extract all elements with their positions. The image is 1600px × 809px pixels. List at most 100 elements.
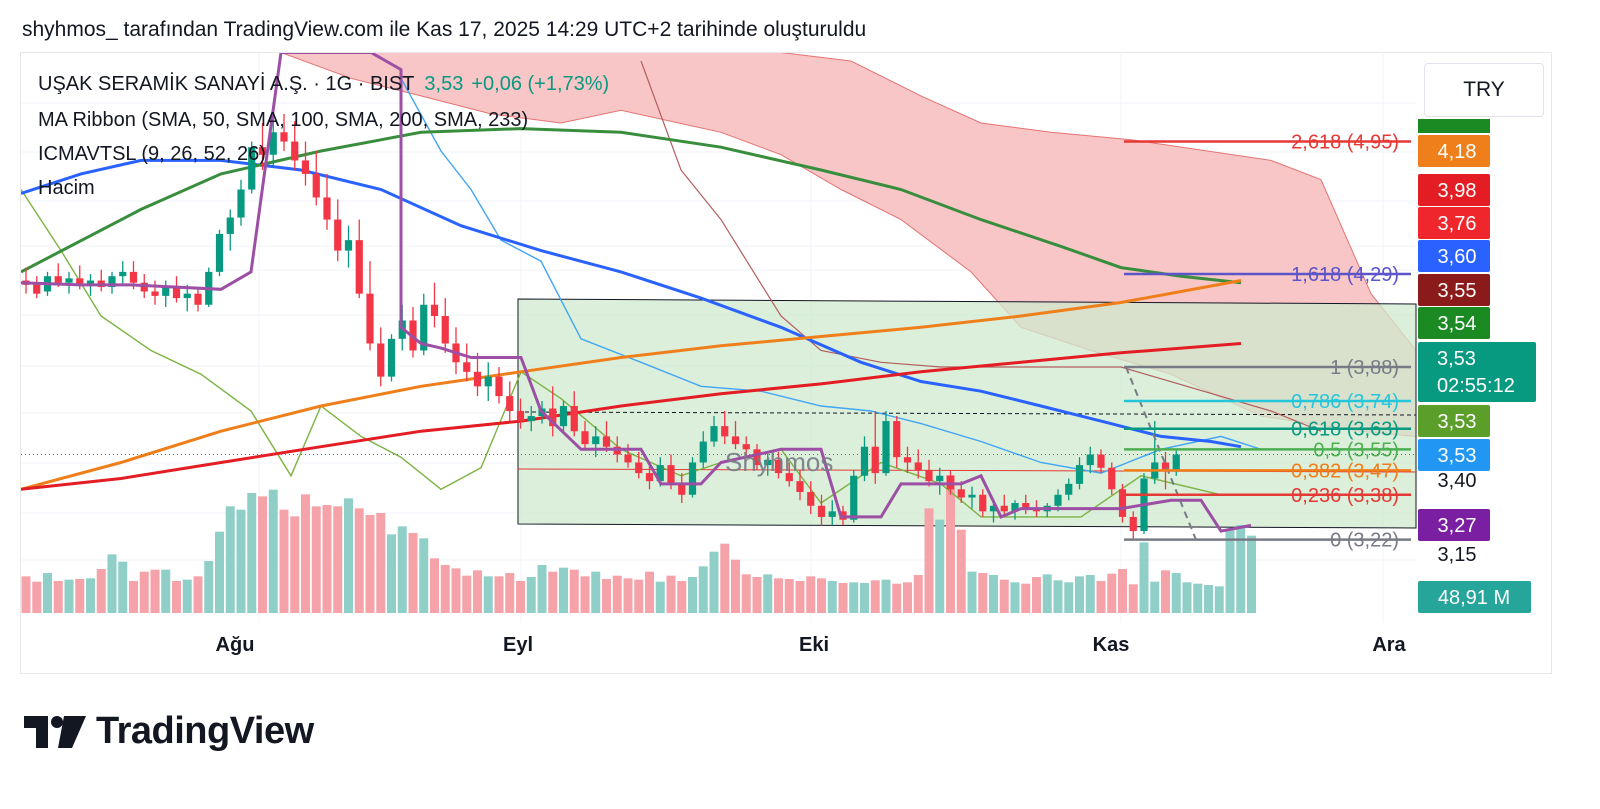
volume-bar xyxy=(247,493,257,613)
volume-bar xyxy=(655,581,665,613)
candle-body xyxy=(850,475,858,520)
range-midline xyxy=(517,411,1417,416)
candle-body xyxy=(1172,454,1180,471)
candle-body xyxy=(602,436,611,447)
candle-body xyxy=(764,459,772,466)
price-chart[interactable]: 2,618 (4,95) 1,618 (4,29) 1 (3,88) 0,786 (3… xyxy=(21,53,1551,673)
volume-bar xyxy=(688,577,697,613)
candle-body xyxy=(1097,454,1105,468)
volume-bar xyxy=(236,509,246,613)
volume-bar xyxy=(290,516,300,613)
candle-body xyxy=(1161,462,1170,471)
ichimoku-tsl-legend[interactable]: ICMAVTSL (9, 26, 52, 26) xyxy=(38,143,266,165)
volume-bar xyxy=(43,573,52,613)
price-tag xyxy=(1418,174,1490,206)
volume-bar xyxy=(817,578,826,613)
volume-bar xyxy=(623,578,633,613)
time-axis-label: Eki xyxy=(799,634,829,656)
candle-body xyxy=(33,282,41,294)
price-change: +0,06 (+1,73%) xyxy=(471,73,610,95)
volume-bar xyxy=(1161,570,1170,613)
volume-bar xyxy=(1193,583,1203,613)
volume-bar xyxy=(698,566,708,613)
chart-pane[interactable]: 2,618 (4,95) 1,618 (4,29) 1 (3,88) 0,786 (3… xyxy=(20,52,1552,674)
candle-body xyxy=(1086,454,1094,466)
volume-bar xyxy=(849,582,859,613)
volume-bar xyxy=(924,508,934,613)
ma-ribbon-legend[interactable]: MA Ribbon (SMA, 50, SMA, 100, SMA, 200, … xyxy=(38,109,529,131)
candle-body xyxy=(882,421,890,474)
volume-legend[interactable]: Hacim xyxy=(38,177,95,199)
volume-bar xyxy=(860,583,869,613)
price-tag-value: 3,60 xyxy=(1438,246,1477,268)
volume-bar xyxy=(397,526,407,613)
candle-body xyxy=(785,473,793,482)
currency-selector[interactable]: TRY xyxy=(1424,63,1544,117)
volume-bar xyxy=(387,534,396,613)
currency-label: TRY xyxy=(1463,78,1505,101)
volume-bar xyxy=(1064,582,1074,613)
volume-bar xyxy=(322,505,332,613)
candle-body xyxy=(1065,483,1073,495)
volume-bar xyxy=(505,573,515,613)
candle-body xyxy=(495,376,503,397)
price-axis: 3,40 3,15 4,18 3,98 3,76 3,60 3,55 3,54 3,53 02:5… xyxy=(1418,119,1536,613)
volume-bar xyxy=(1236,525,1246,613)
price-tag-value: 3,53 xyxy=(1437,348,1476,370)
volume-bar xyxy=(709,551,719,613)
candle-body xyxy=(129,271,138,283)
volume-bar xyxy=(430,558,439,613)
volume-bar xyxy=(1042,574,1052,613)
price-tag-value: 3,54 xyxy=(1438,313,1477,335)
volume-bar xyxy=(1247,535,1256,613)
volume-bar xyxy=(1214,586,1224,613)
volume-bar xyxy=(473,570,482,613)
volume-bar xyxy=(64,579,74,613)
volume-bar xyxy=(408,533,418,613)
volume-bar xyxy=(763,574,773,613)
volume-bar xyxy=(150,569,160,613)
candle-body xyxy=(65,278,73,283)
volume-bar xyxy=(602,579,611,613)
price-tag-value: 4,18 xyxy=(1438,141,1477,163)
candle-body xyxy=(774,459,783,474)
candle-body xyxy=(903,457,912,463)
ichimoku-lagging-line xyxy=(21,189,1222,518)
volume-tag xyxy=(1418,581,1531,613)
candle-body xyxy=(559,406,568,427)
price-tag xyxy=(1418,509,1490,541)
candle-body xyxy=(893,421,901,458)
last-price: 3,53 xyxy=(424,73,464,95)
candle-body xyxy=(581,431,589,445)
price-tag xyxy=(1418,439,1490,471)
volume-bar xyxy=(1021,583,1031,613)
volume-bar xyxy=(215,531,224,613)
volume-bar xyxy=(731,559,740,613)
volume-bar xyxy=(537,565,547,613)
volume-bar xyxy=(634,579,644,613)
volume-bars xyxy=(21,475,1256,613)
candle-body xyxy=(667,465,675,484)
candles xyxy=(22,113,1180,540)
volume-bar xyxy=(354,508,364,613)
fibonacci-label: 0,236 (3,38) xyxy=(1291,485,1399,507)
volume-bar xyxy=(827,581,837,613)
volume-bar xyxy=(806,576,816,613)
candle-body xyxy=(979,494,987,512)
volume-bar xyxy=(516,581,525,613)
volume-bar xyxy=(494,576,504,613)
volume-bar xyxy=(86,578,95,613)
volume-bar xyxy=(548,571,558,613)
volume-bar xyxy=(741,574,751,613)
volume-bar xyxy=(1182,582,1192,613)
candle-body xyxy=(807,492,815,506)
candle-body xyxy=(635,462,643,474)
volume-bar xyxy=(1204,585,1213,613)
fibonacci-label: 0 (3,22) xyxy=(1330,530,1399,552)
volume-bar xyxy=(483,576,493,613)
symbol-legend: UŞAK SERAMİK SANAYİ A.Ş. · 1G · BIST 3,53… xyxy=(38,73,609,96)
candle-body xyxy=(463,362,471,372)
candle-body xyxy=(925,470,933,482)
candle-body xyxy=(377,343,385,377)
volume-bar xyxy=(1032,577,1041,613)
